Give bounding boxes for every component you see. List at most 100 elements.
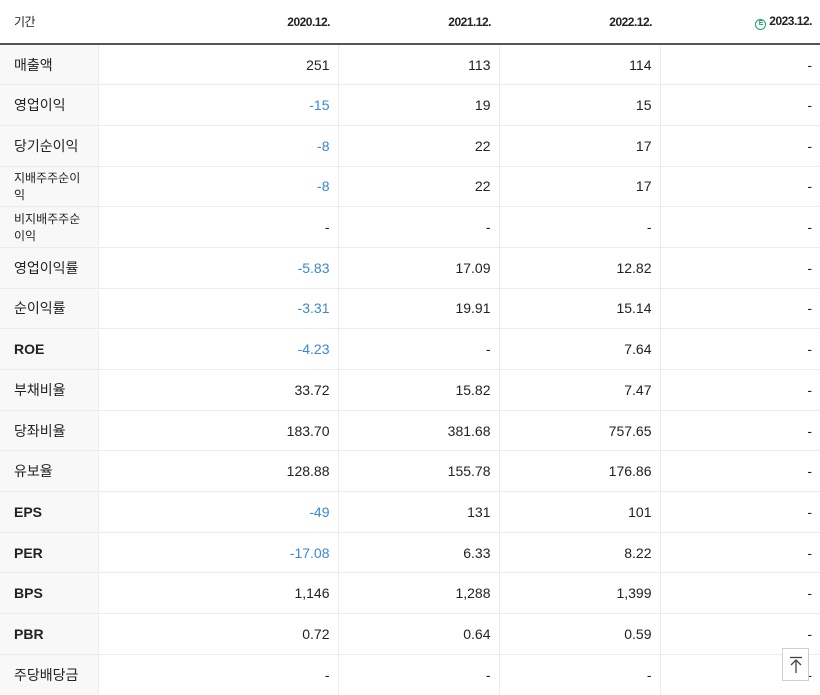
circle-e-icon: E — [755, 18, 767, 30]
cell: 128.88 — [97, 450, 338, 493]
cell: 114 — [498, 44, 660, 86]
row-label: 비지배주주순이익 — [0, 206, 98, 248]
period-header: 기간 — [0, 0, 98, 45]
cell: - — [659, 166, 820, 208]
cell: 757.65 — [498, 410, 660, 452]
table-row: 당좌비율 183.70 381.68 757.65 - — [0, 410, 820, 452]
cell: - — [97, 206, 338, 248]
cell: 113 — [337, 44, 499, 86]
row-label: 당기순이익 — [0, 125, 98, 167]
row-label: 당좌비율 — [0, 410, 98, 452]
cell: -49 — [97, 491, 338, 533]
table-row: 영업이익 -15 19 15 - — [0, 84, 820, 126]
row-label: 주당배당금 — [0, 653, 98, 695]
cell: - — [97, 653, 338, 695]
cell: 155.78 — [337, 450, 499, 493]
cell: 7.64 — [498, 328, 660, 370]
row-label: 부채비율 — [0, 369, 98, 411]
cell: - — [337, 206, 499, 248]
cell: 7.47 — [498, 369, 660, 411]
cell: - — [498, 206, 660, 248]
cell: - — [659, 491, 820, 533]
row-label: EPS — [0, 491, 98, 533]
cell: -15 — [97, 84, 338, 126]
cell: -8 — [97, 125, 338, 167]
cell: - — [659, 410, 820, 452]
row-label: ROE — [0, 328, 98, 370]
cell: -8 — [97, 166, 338, 208]
cell: -4.23 — [97, 328, 338, 370]
row-label: 지배주주순이익 — [0, 166, 98, 208]
cell: 131 — [337, 491, 499, 533]
year-header-label: 2023.12. — [769, 13, 812, 28]
cell: - — [659, 206, 820, 248]
cell: 251 — [97, 44, 338, 86]
cell: 22 — [337, 125, 499, 167]
arrow-up-to-top-icon — [789, 656, 802, 673]
row-label: 순이익률 — [0, 288, 98, 330]
row-label: BPS — [0, 572, 98, 615]
cell: 15.14 — [498, 288, 660, 330]
cell: 8.22 — [498, 532, 660, 574]
table-row: BPS 1,146 1,288 1,399 - — [0, 572, 820, 615]
cell: 0.64 — [337, 613, 499, 655]
cell: - — [659, 369, 820, 411]
table-row: 매출액 251 113 114 - — [0, 44, 820, 86]
table-row: 주당배당금 - - - - — [0, 653, 820, 695]
year-header: 2020.12. — [98, 0, 338, 45]
cell: -5.83 — [97, 246, 338, 289]
table-row: EPS -49 131 101 - — [0, 491, 820, 533]
cell: - — [337, 653, 499, 695]
cell: - — [659, 125, 820, 167]
row-label: 유보율 — [0, 450, 98, 493]
cell: 183.70 — [97, 410, 338, 452]
table-row: ROE -4.23 - 7.64 - — [0, 328, 820, 370]
cell: - — [659, 44, 820, 86]
cell: -3.31 — [97, 288, 338, 330]
row-label: 매출액 — [0, 44, 98, 86]
cell: 12.82 — [498, 246, 660, 289]
cell: - — [337, 328, 499, 370]
cell: 6.33 — [337, 532, 499, 574]
row-label: 영업이익률 — [0, 246, 98, 289]
row-label: PER — [0, 532, 98, 574]
cell: 15 — [498, 84, 660, 126]
table-row: 부채비율 33.72 15.82 7.47 - — [0, 369, 820, 411]
table-row: 당기순이익 -8 22 17 - — [0, 125, 820, 167]
cell: - — [659, 246, 820, 289]
year-header: 2022.12. — [499, 0, 660, 45]
row-label: PBR — [0, 613, 98, 655]
header-row: 기간 2020.12. 2021.12. 2022.12. E 2023.12. — [0, 0, 820, 45]
cell: - — [659, 328, 820, 370]
cell: - — [659, 84, 820, 126]
cell: 0.72 — [97, 613, 338, 655]
table-row: PBR 0.72 0.64 0.59 - — [0, 613, 820, 655]
cell: - — [659, 532, 820, 574]
table-row: PER -17.08 6.33 8.22 - — [0, 532, 820, 574]
table-row: 영업이익률 -5.83 17.09 12.82 - — [0, 246, 820, 289]
table-row: 순이익률 -3.31 19.91 15.14 - — [0, 288, 820, 330]
cell: 17.09 — [337, 246, 499, 289]
cell: 22 — [337, 166, 499, 208]
cell: 19.91 — [337, 288, 499, 330]
cell: - — [659, 613, 820, 655]
cell: 381.68 — [337, 410, 499, 452]
cell: -17.08 — [97, 532, 338, 574]
cell: 15.82 — [337, 369, 499, 411]
cell: - — [659, 450, 820, 493]
cell: - — [498, 653, 660, 695]
year-header: 2021.12. — [338, 0, 499, 45]
table-row: 지배주주순이익 -8 22 17 - — [0, 166, 820, 208]
cell: - — [659, 288, 820, 330]
cell: 0.59 — [498, 613, 660, 655]
cell: 1,399 — [498, 572, 660, 615]
cell: 176.86 — [498, 450, 660, 493]
scroll-top-button[interactable] — [782, 648, 809, 681]
row-label: 영업이익 — [0, 84, 98, 126]
cell: 1,288 — [337, 572, 499, 615]
cell: 1,146 — [97, 572, 338, 615]
year-header-estimate: E 2023.12. — [660, 0, 820, 45]
cell: - — [659, 572, 820, 615]
